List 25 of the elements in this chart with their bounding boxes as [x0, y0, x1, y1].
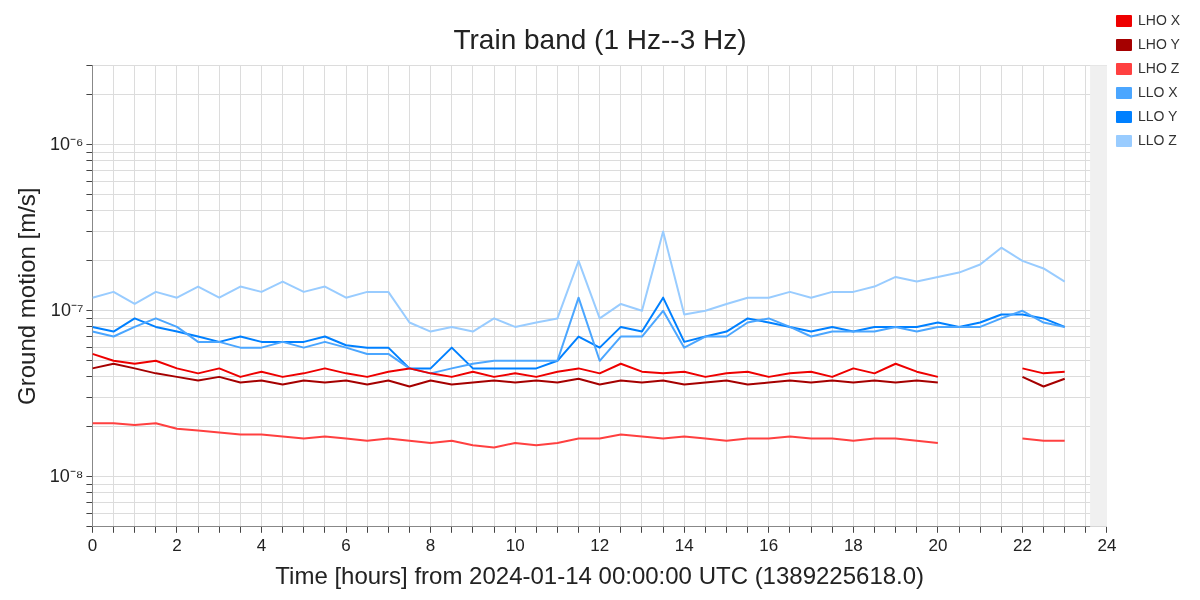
x-tick-label: 18: [843, 535, 863, 555]
x-axis-title: Time [hours] from 2024-01-14 00:00:00 UTC (1389225618.0): [275, 562, 925, 590]
x-tick-label: 16: [759, 535, 779, 555]
y-tick-label: 10⁻⁷: [50, 299, 84, 320]
x-tick-label: 6: [341, 535, 351, 555]
x-tick-label: 22: [1012, 535, 1032, 555]
x-tick-label: 2: [172, 535, 182, 555]
y-axis-title: Ground motion [m/s]: [13, 187, 41, 405]
x-tick-label: 10: [505, 535, 525, 555]
x-tick-label: 24: [1097, 535, 1117, 555]
legend-label: LLO Y: [1137, 107, 1179, 124]
x-tick-label: 20: [928, 535, 948, 555]
legend-label: LLO Z: [1137, 131, 1178, 148]
x-tick-label: 14: [674, 535, 694, 555]
y-tick-label: 10⁻⁸: [49, 465, 84, 486]
legend-label: LHO X: [1137, 11, 1181, 28]
x-tick-label: 4: [256, 535, 267, 555]
x-tick-label: 0: [87, 535, 98, 555]
x-tick-label: 12: [590, 535, 610, 555]
legend-label: LLO X: [1137, 83, 1179, 100]
y-tick-label: 10⁻⁶: [49, 133, 84, 154]
legend-label: LHO Y: [1137, 35, 1181, 52]
chart-title: Train band (1 Hz--3 Hz): [453, 23, 747, 55]
legend-label: LHO Z: [1137, 59, 1180, 76]
x-tick-label: 8: [425, 535, 436, 555]
